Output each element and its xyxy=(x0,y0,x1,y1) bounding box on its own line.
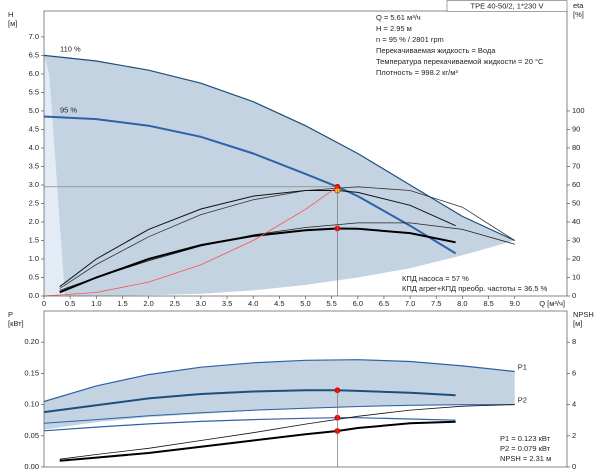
y-tick-label: 1.0 xyxy=(29,254,39,263)
x-tick-label: 7.5 xyxy=(431,299,441,308)
x-tick-label: 0 xyxy=(42,299,46,308)
y-tick-label: 5.0 xyxy=(29,106,39,115)
operating-range xyxy=(44,359,515,430)
y2-tick-label: 70 xyxy=(572,161,580,170)
x-tick-label: 2.5 xyxy=(170,299,180,308)
curve xyxy=(43,404,515,424)
info-line: Q = 5.61 м³/ч xyxy=(376,13,421,22)
y-tick-label: 6.5 xyxy=(29,50,39,59)
y-axis-label: P xyxy=(8,310,13,319)
y-tick-label: 3.0 xyxy=(29,180,39,189)
y-tick-label: 2.0 xyxy=(29,217,39,226)
y-tick-label: 4.5 xyxy=(29,124,39,133)
y2-tick-label: 90 xyxy=(572,124,580,133)
y2-tick-label: 80 xyxy=(572,143,580,152)
y2-tick-label: 2 xyxy=(572,431,576,440)
y2-axis-label: [%] xyxy=(573,10,584,19)
y-axis-label: [кВт] xyxy=(8,319,24,328)
chart-title: TPE 40-50/2, 1*230 V xyxy=(471,1,544,10)
x-tick-label: 3.5 xyxy=(222,299,232,308)
x-tick-label: 1.0 xyxy=(91,299,101,308)
y-tick-label: 1.5 xyxy=(29,235,39,244)
reading-line: P2 = 0.079 кВт xyxy=(500,444,551,453)
curve-label: P2 xyxy=(518,396,527,405)
curve xyxy=(59,227,456,294)
y2-tick-label: 0 xyxy=(572,462,576,471)
curve xyxy=(59,420,456,462)
x-tick-label: 6.0 xyxy=(353,299,363,308)
efficiency-note: КПД агрег+КПД преобр. частоты = 36.5 % xyxy=(402,284,548,293)
x-tick-label: 0.5 xyxy=(65,299,75,308)
plot-frame xyxy=(43,310,568,468)
info-line: H = 2.95 м xyxy=(376,24,412,33)
x-tick-label: 3.0 xyxy=(196,299,206,308)
x-tick-label: 5.0 xyxy=(300,299,310,308)
y-tick-label: 0.00 xyxy=(24,462,39,471)
reading-line: P1 = 0.123 кВт xyxy=(500,434,551,443)
x-tick-label: 4.5 xyxy=(274,299,284,308)
title-box xyxy=(446,0,568,12)
y2-tick-label: 30 xyxy=(572,235,580,244)
info-line: Плотность = 998.2 кг/м³ xyxy=(376,68,458,77)
curve xyxy=(43,115,457,255)
y-tick-label: 0.5 xyxy=(29,272,39,281)
y-tick-label: 5.5 xyxy=(29,87,39,96)
curve xyxy=(43,417,456,432)
x-tick-label: 6.5 xyxy=(379,299,389,308)
info-line: Температура перекачиваемой жидкости = 20… xyxy=(376,57,544,66)
y2-tick-label: 60 xyxy=(572,180,580,189)
y-tick-label: 7.0 xyxy=(29,32,39,41)
y2-tick-label: 100 xyxy=(572,106,585,115)
curve xyxy=(59,186,515,289)
y2-tick-label: 50 xyxy=(572,198,580,207)
curve-label: P1 xyxy=(518,363,527,372)
curve-label: 95 % xyxy=(60,105,77,114)
y2-tick-label: 40 xyxy=(572,217,580,226)
curve xyxy=(43,54,515,242)
x-tick-label: 2.0 xyxy=(143,299,153,308)
curve xyxy=(43,186,338,297)
y-tick-label: 4.0 xyxy=(29,143,39,152)
efficiency-note: КПД насоса = 57 % xyxy=(402,274,469,283)
y-tick-label: 0.0 xyxy=(29,291,39,300)
curve-label: 110 % xyxy=(60,44,81,53)
curve xyxy=(59,404,515,460)
info-line: n = 95 % / 2801 rpm xyxy=(376,35,444,44)
y2-tick-label: 6 xyxy=(572,368,576,377)
x-tick-label: 5.5 xyxy=(326,299,336,308)
x-tick-label: 1.5 xyxy=(117,299,127,308)
y2-tick-label: 8 xyxy=(572,337,576,346)
y-tick-label: 0.15 xyxy=(24,368,39,377)
y2-tick-label: 20 xyxy=(572,254,580,263)
y-tick-label: 3.5 xyxy=(29,161,39,170)
x-tick-label: 9.0 xyxy=(509,299,519,308)
y-tick-label: 6.0 xyxy=(29,69,39,78)
x-tick-label: 4.0 xyxy=(248,299,258,308)
x-tick-label: 8.5 xyxy=(483,299,493,308)
info-line: Перекачиваемая жидкость = Вода xyxy=(376,46,496,55)
curve xyxy=(59,190,456,288)
y-axis-label: [м] xyxy=(8,19,17,28)
y2-tick-label: 0 xyxy=(572,291,576,300)
y2-tick-label: 4 xyxy=(572,400,576,409)
reading-line: NPSH = 2.31 м xyxy=(500,454,551,463)
y-tick-label: 0.05 xyxy=(24,431,39,440)
operating-range xyxy=(44,55,515,297)
y2-tick-label: 10 xyxy=(572,272,580,281)
y2-axis-label: eta xyxy=(573,1,584,10)
y2-axis-label: [м] xyxy=(573,319,582,328)
y-tick-label: 0.10 xyxy=(24,400,39,409)
x-tick-label: 8.0 xyxy=(457,299,467,308)
x-axis-label: Q [м³/ч] xyxy=(539,299,565,308)
x-tick-label: 7.0 xyxy=(405,299,415,308)
curve xyxy=(43,389,456,414)
y-tick-label: 0.20 xyxy=(24,337,39,346)
curve xyxy=(43,359,515,403)
y2-axis-label: NPSH xyxy=(573,310,594,319)
y-axis-label: H xyxy=(8,10,13,19)
y-tick-label: 2.5 xyxy=(29,198,39,207)
